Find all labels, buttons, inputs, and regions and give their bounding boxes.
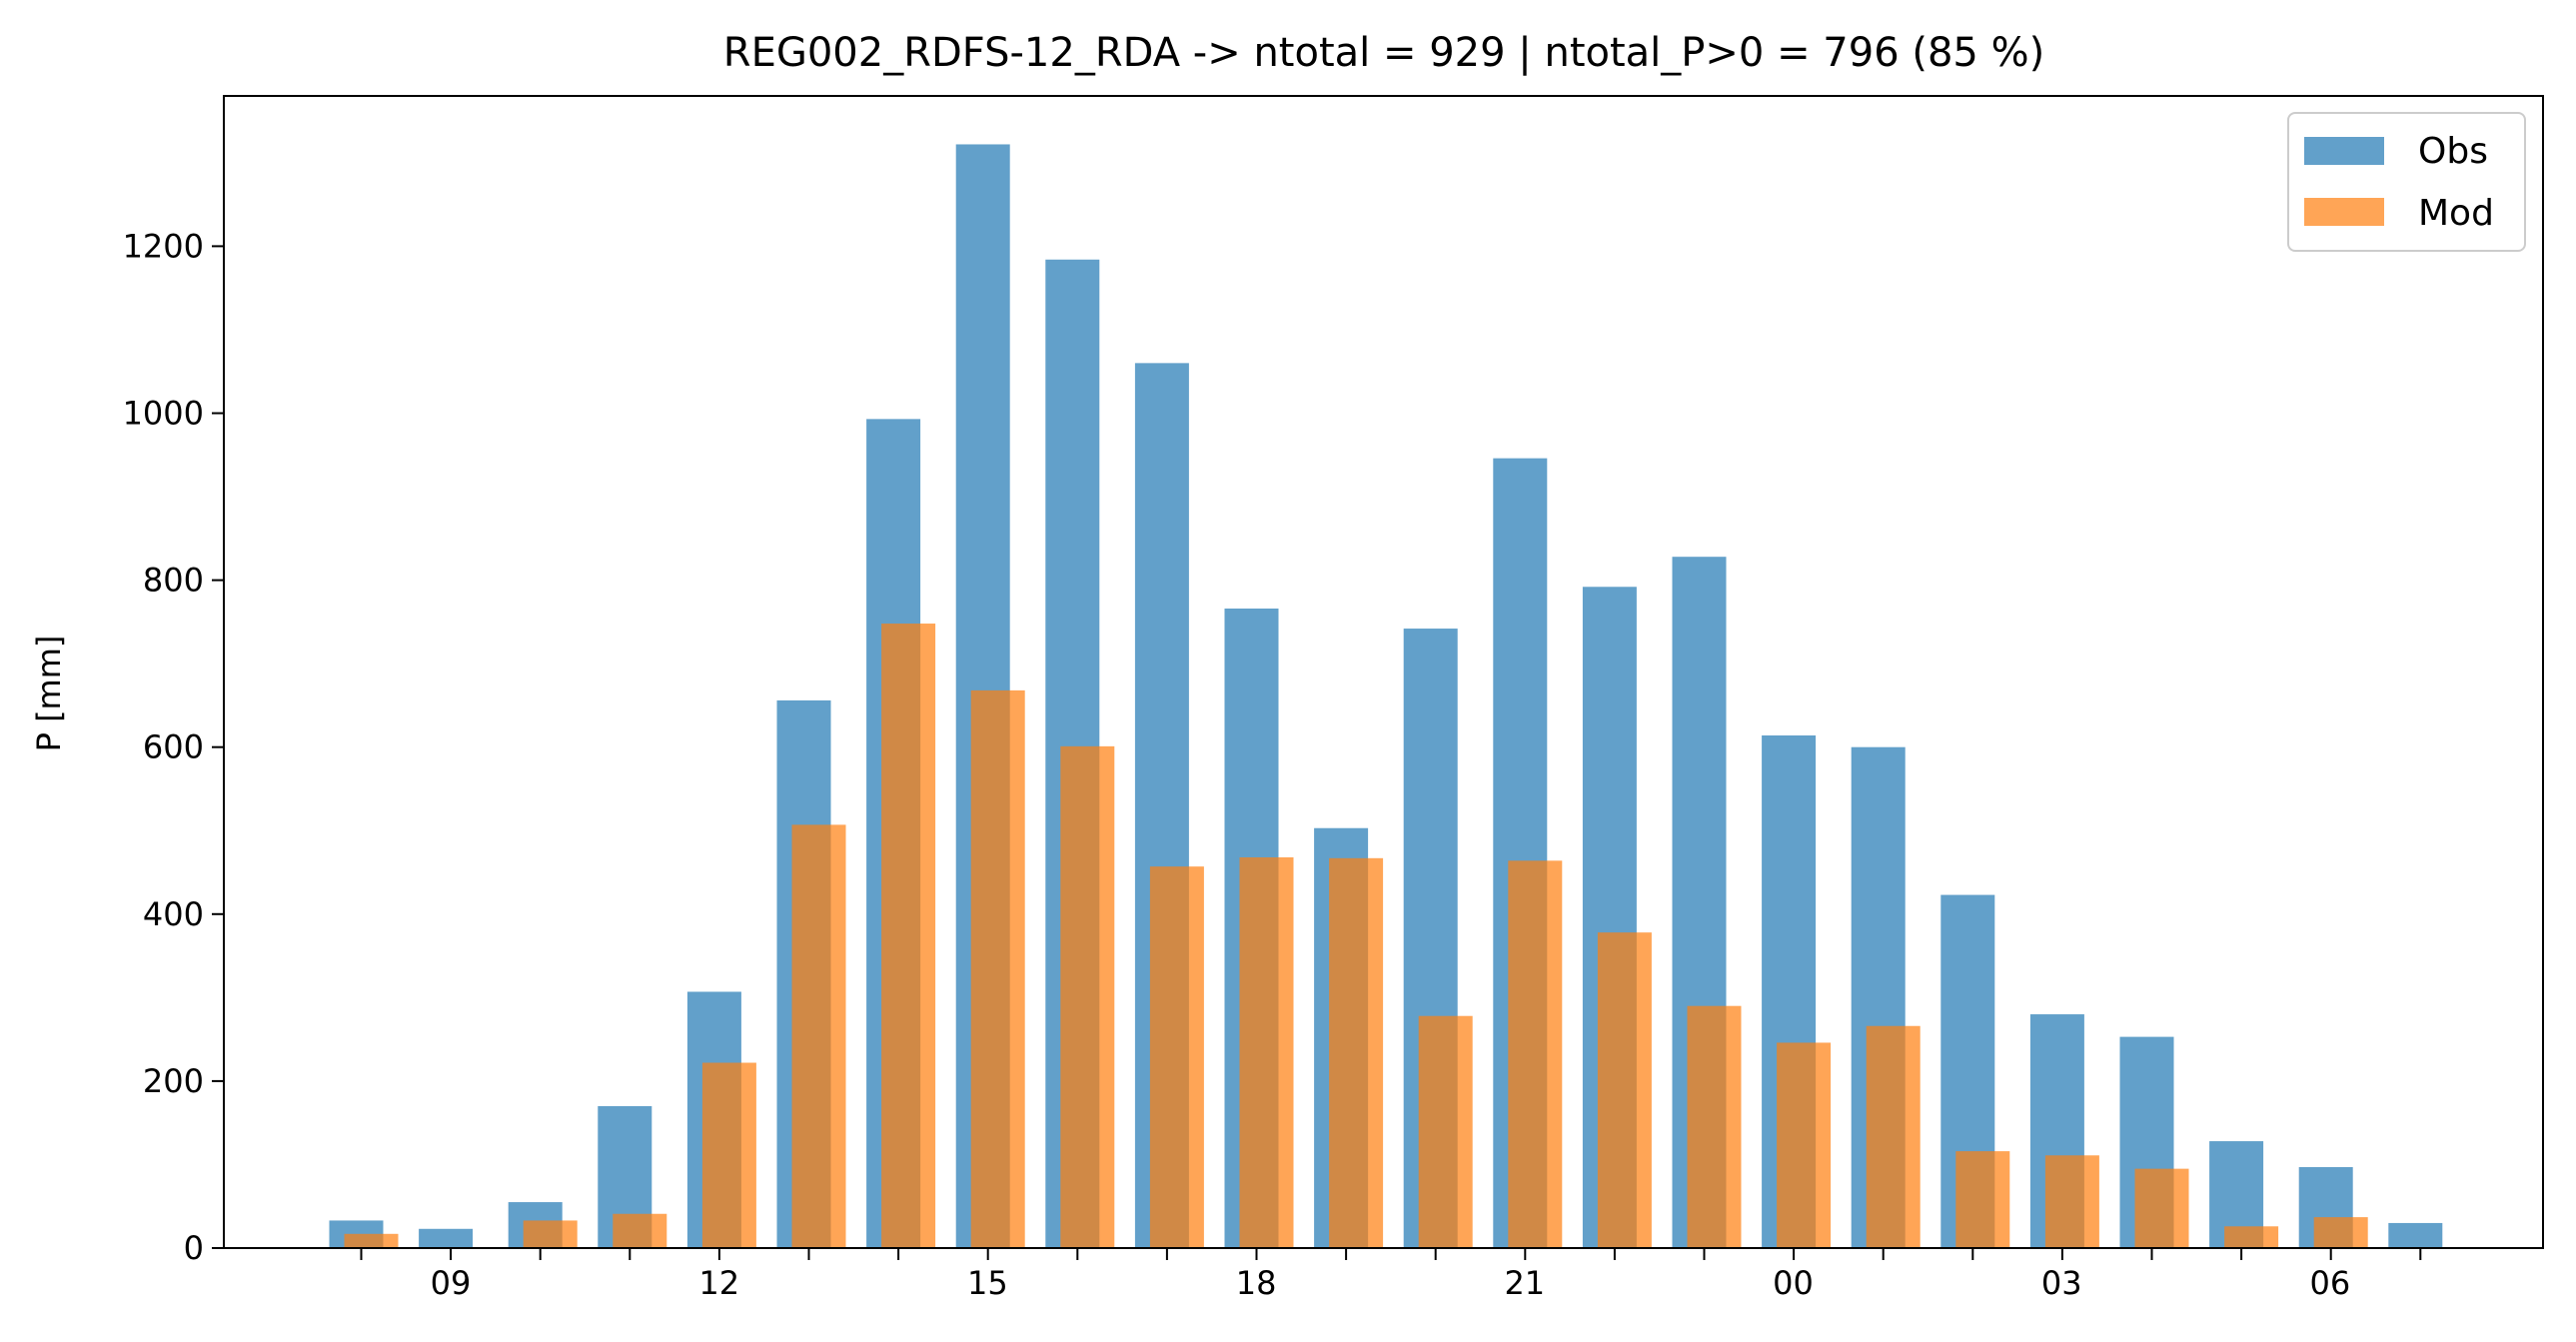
bar-obs-09: [419, 1228, 474, 1248]
y-tick-label-1200: 1200: [123, 227, 204, 265]
x-tick-label-12: 12: [698, 1264, 739, 1302]
x-tick-label-18: 18: [1236, 1264, 1277, 1302]
y-axis: 0 200 400 600 800 1000 1200: [123, 227, 224, 1267]
bar-mod-14: [881, 624, 936, 1248]
bar-mod-11: [613, 1213, 667, 1248]
bar-mod-22: [1597, 932, 1652, 1248]
legend-swatch-mod: [2304, 198, 2384, 226]
y-tick-label-600: 600: [143, 728, 204, 766]
x-tick-label-21: 21: [1504, 1264, 1545, 1302]
bar-mod-10: [523, 1220, 578, 1248]
chart-title: REG002_RDFS-12_RDA -> ntotal = 929 | nto…: [723, 30, 2044, 76]
y-axis-label: P [mm]: [30, 636, 68, 752]
y-tick-label-400: 400: [143, 895, 204, 933]
y-tick-label-200: 200: [143, 1062, 204, 1100]
bar-mod-00: [1777, 1042, 1832, 1248]
bar-mod-17: [1149, 866, 1204, 1248]
bar-mod-02: [1955, 1151, 2010, 1248]
x-tick-label-00: 00: [1773, 1264, 1814, 1302]
plot-frame: [223, 95, 2544, 1249]
bar-mod-12: [701, 1062, 756, 1248]
bar-mod-16: [1060, 745, 1115, 1248]
bar-obs-07: [2388, 1222, 2443, 1248]
legend-label-mod: Mod: [2418, 193, 2494, 234]
x-tick-label-09: 09: [431, 1264, 472, 1302]
legend: Obs Mod: [2287, 112, 2526, 252]
y-tick-label-1000: 1000: [123, 394, 204, 432]
legend-label-obs: Obs: [2418, 131, 2488, 172]
y-tick-label-800: 800: [143, 562, 204, 600]
bar-mod-20: [1418, 1015, 1473, 1248]
bar-mod-18: [1239, 856, 1294, 1248]
legend-swatch-obs: [2304, 137, 2384, 165]
bar-mod-19: [1329, 857, 1384, 1248]
bar-mod-23: [1687, 1005, 1742, 1248]
x-tick-label-15: 15: [967, 1264, 1008, 1302]
bar-mod-15: [970, 689, 1025, 1248]
bar-mod-13: [791, 824, 846, 1248]
bar-mod-05: [2224, 1226, 2279, 1248]
y-tick-label-0: 0: [184, 1229, 204, 1267]
bar-mod-01: [1866, 1025, 1921, 1248]
bar-mod-21: [1508, 860, 1563, 1248]
x-axis: 09 12 15 18 21 00 03 06: [360, 1248, 2422, 1302]
bar-mod-03: [2044, 1155, 2099, 1248]
x-tick-label-06: 06: [2310, 1264, 2351, 1302]
series-mod-bars: [344, 624, 2368, 1248]
bar-mod-06: [2313, 1217, 2368, 1248]
bar-mod-08: [344, 1233, 399, 1248]
bar-mod-04: [2134, 1168, 2189, 1248]
x-tick-label-03: 03: [2041, 1264, 2082, 1302]
